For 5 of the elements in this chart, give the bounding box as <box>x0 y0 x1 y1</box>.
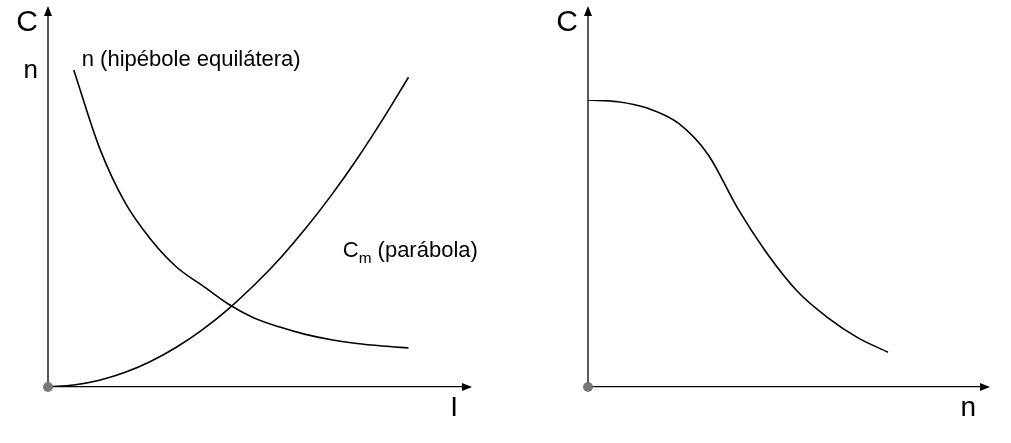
y-axis-title: C n <box>16 4 38 85</box>
x-axis-title: n <box>960 391 976 423</box>
y-axis-title: C <box>556 4 578 38</box>
series-label: n (hipébole equilátera) <box>81 46 301 71</box>
x-axis-title: I <box>450 391 458 423</box>
